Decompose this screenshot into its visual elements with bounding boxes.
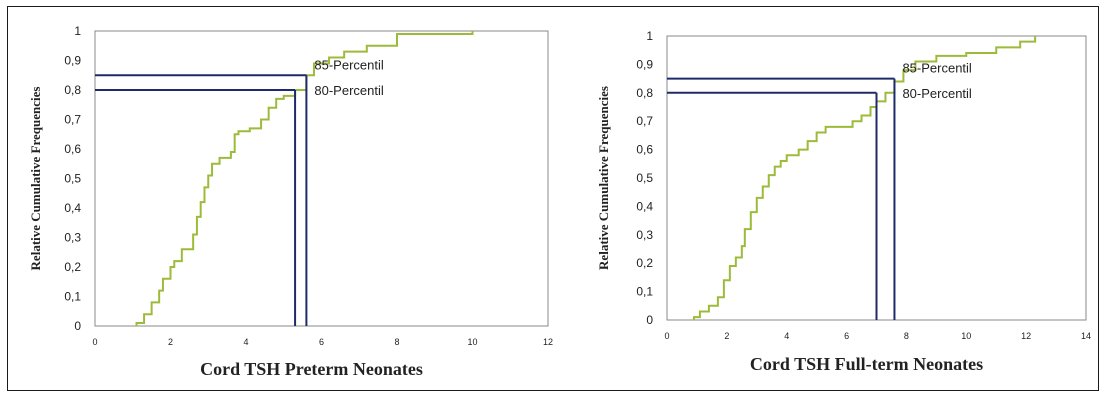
chart1-x-tick-label: 4	[243, 337, 248, 347]
chart2-x-tick-label: 8	[904, 331, 909, 341]
chart2-x-tick-label: 4	[784, 331, 789, 341]
chart1-y-tick-label: 0,4	[64, 201, 81, 215]
chart2-y-tick-label: 0,2	[636, 256, 653, 270]
chart2-x-tick-label: 6	[844, 331, 849, 341]
chart1-y-tick-label: 0,9	[64, 54, 81, 68]
chart2-y-tick-label: 0,9	[636, 57, 653, 71]
chart2-y-tick-label: 0	[646, 313, 653, 327]
chart2-y-tick-label: 0,1	[636, 285, 653, 299]
chart2-x-tick-label: 0	[664, 331, 669, 341]
chart2-x-tick-label: 2	[724, 331, 729, 341]
chart2-percentile-label: 80-Percentil	[902, 86, 971, 101]
chart1-y-tick-label: 0,7	[64, 113, 81, 127]
chart1-y-axis-label: Relative Cumulative Frequencies	[28, 87, 43, 271]
chart2-y-tick-label: 0,4	[636, 199, 653, 213]
chart2-x-axis-label: Cord TSH Full-term Neonates	[750, 354, 983, 374]
chart1-y-tick-label: 1	[74, 24, 81, 38]
chart1-x-axis-label: Cord TSH Preterm Neonates	[200, 359, 423, 379]
chart2-y-tick-label: 0,7	[636, 114, 653, 128]
chart2-cumulative-step-line	[692, 36, 1037, 320]
chart1-y-tick-label: 0,8	[64, 83, 81, 97]
chart1-x-tick-label: 0	[92, 337, 97, 347]
chart2-y-tick-label: 0,6	[636, 143, 653, 157]
chart1-x-tick-label: 2	[168, 337, 173, 347]
chart1-percentile-label: 80-Percentil	[314, 83, 383, 98]
chart2-x-tick-label: 14	[1081, 331, 1091, 341]
chart2-percentile-label: 85-Percentil	[902, 61, 971, 76]
chart2-y-tick-label: 0,3	[636, 228, 653, 242]
figure-frame	[7, 6, 1099, 391]
chart1-x-tick-label: 10	[467, 337, 477, 347]
chart1-y-tick-label: 0,2	[64, 260, 81, 274]
chart2-y-tick-label: 0,8	[636, 86, 653, 100]
chart1-y-tick-label: 0	[74, 319, 81, 333]
chart2-x-tick-label: 10	[961, 331, 971, 341]
chart1-y-tick-label: 0,5	[64, 172, 81, 186]
chart2-y-tick-label: 0,5	[636, 171, 653, 185]
chart2-y-tick-label: 1	[646, 29, 653, 43]
chart1-x-tick-label: 8	[394, 337, 399, 347]
chart1-cumulative-step-line	[135, 31, 474, 326]
chart1-y-tick-label: 0,3	[64, 231, 81, 245]
chart1-percentile-label: 85-Percentil	[314, 57, 383, 72]
chart1-x-tick-label: 6	[319, 337, 324, 347]
chart2-y-axis-label: Relative Cumulative Frequencies	[596, 86, 611, 270]
chart1-y-tick-label: 0,6	[64, 142, 81, 156]
chart1-x-tick-label: 12	[543, 337, 553, 347]
chart2-x-tick-label: 12	[1021, 331, 1031, 341]
chart1-plot-area	[94, 30, 549, 327]
chart1-y-tick-label: 0,1	[64, 290, 81, 304]
